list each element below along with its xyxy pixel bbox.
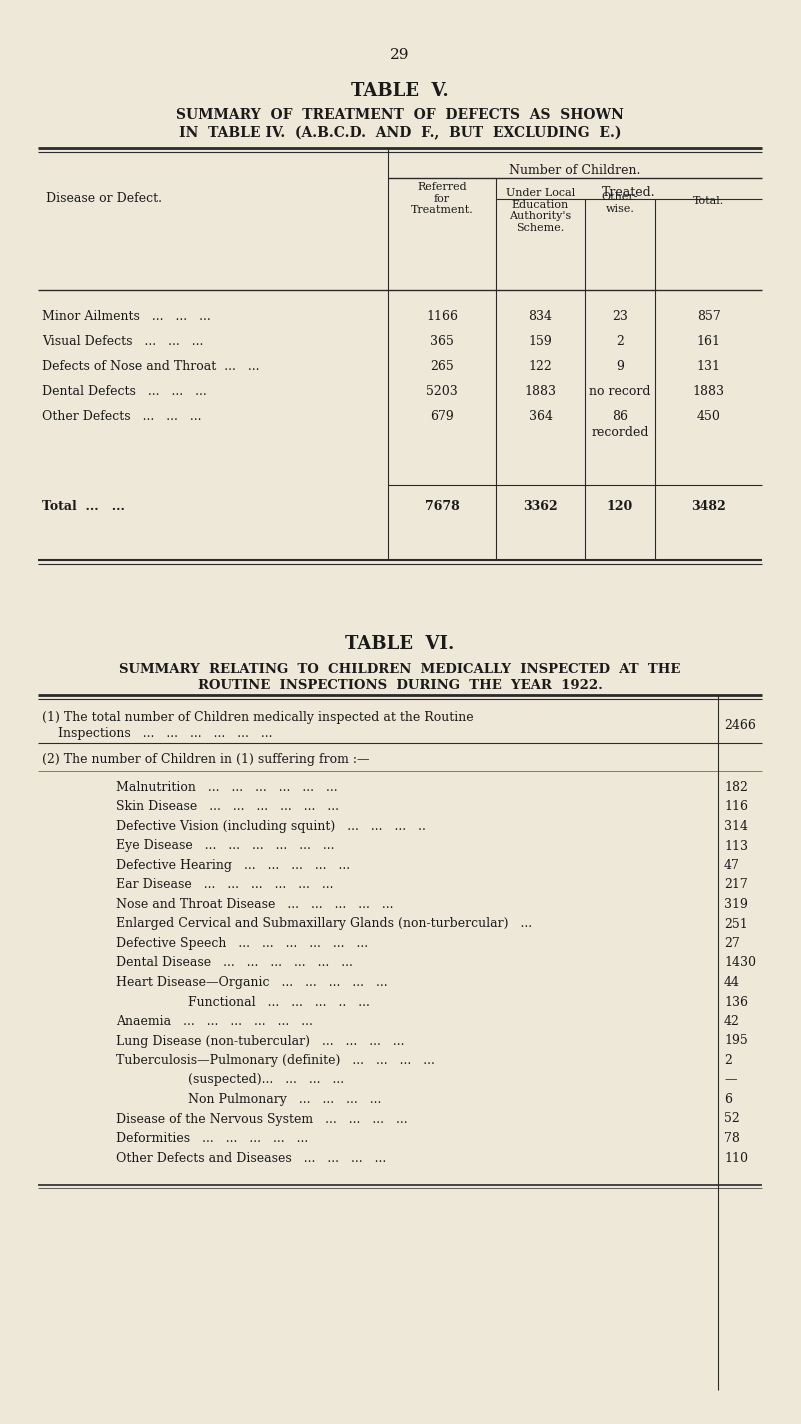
Text: 5203: 5203 (426, 384, 458, 397)
Text: 44: 44 (724, 975, 740, 990)
Text: Other Defects   ...   ...   ...: Other Defects ... ... ... (42, 410, 202, 423)
Text: Disease or Defect.: Disease or Defect. (46, 192, 162, 205)
Text: 2: 2 (616, 335, 624, 347)
Text: Nose and Throat Disease   ...   ...   ...   ...   ...: Nose and Throat Disease ... ... ... ... … (116, 899, 393, 911)
Text: 1883: 1883 (693, 384, 724, 397)
Text: 314: 314 (724, 820, 748, 833)
Text: 2: 2 (724, 1054, 732, 1067)
Text: Ear Disease   ...   ...   ...   ...   ...   ...: Ear Disease ... ... ... ... ... ... (116, 879, 333, 891)
Text: Total  ...   ...: Total ... ... (42, 500, 125, 513)
Text: 2466: 2466 (724, 719, 756, 732)
Text: 29: 29 (390, 48, 410, 63)
Text: 113: 113 (724, 840, 748, 853)
Text: 122: 122 (529, 360, 553, 373)
Text: 364: 364 (529, 410, 553, 423)
Text: Functional   ...   ...   ...   ..   ...: Functional ... ... ... .. ... (188, 995, 370, 1008)
Text: 1430: 1430 (724, 957, 756, 970)
Text: Skin Disease   ...   ...   ...   ...   ...   ...: Skin Disease ... ... ... ... ... ... (116, 800, 339, 813)
Text: 136: 136 (724, 995, 748, 1008)
Text: 319: 319 (724, 899, 748, 911)
Text: 27: 27 (724, 937, 740, 950)
Text: 3362: 3362 (523, 500, 557, 513)
Text: 47: 47 (724, 859, 740, 871)
Text: 251: 251 (724, 917, 748, 930)
Text: 110: 110 (724, 1152, 748, 1165)
Text: Treated.: Treated. (602, 187, 656, 199)
Text: 217: 217 (724, 879, 748, 891)
Text: Deformities   ...   ...   ...   ...   ...: Deformities ... ... ... ... ... (116, 1132, 308, 1145)
Text: 9: 9 (616, 360, 624, 373)
Text: 23: 23 (612, 310, 628, 323)
Text: Dental Defects   ...   ...   ...: Dental Defects ... ... ... (42, 384, 207, 397)
Text: 42: 42 (724, 1015, 740, 1028)
Text: Other-
wise.: Other- wise. (602, 192, 638, 214)
Text: 857: 857 (697, 310, 720, 323)
Text: 86: 86 (612, 410, 628, 423)
Text: Number of Children.: Number of Children. (509, 164, 641, 177)
Text: 182: 182 (724, 780, 748, 795)
Text: 1166: 1166 (426, 310, 458, 323)
Text: 6: 6 (724, 1094, 732, 1106)
Text: Eye Disease   ...   ...   ...   ...   ...   ...: Eye Disease ... ... ... ... ... ... (116, 840, 335, 853)
Text: Dental Disease   ...   ...   ...   ...   ...   ...: Dental Disease ... ... ... ... ... ... (116, 957, 353, 970)
Text: 265: 265 (430, 360, 454, 373)
Text: 3482: 3482 (691, 500, 726, 513)
Text: 7678: 7678 (425, 500, 460, 513)
Text: Anaemia   ...   ...   ...   ...   ...   ...: Anaemia ... ... ... ... ... ... (116, 1015, 313, 1028)
Text: —: — (724, 1074, 736, 1087)
Text: Visual Defects   ...   ...   ...: Visual Defects ... ... ... (42, 335, 203, 347)
Text: Defective Vision (including squint)   ...   ...   ...   ..: Defective Vision (including squint) ... … (116, 820, 426, 833)
Text: 120: 120 (607, 500, 633, 513)
Text: (1) The total number of Children medically inspected at the Routine: (1) The total number of Children medical… (42, 711, 473, 723)
Text: Tuberculosis—Pulmonary (definite)   ...   ...   ...   ...: Tuberculosis—Pulmonary (definite) ... ..… (116, 1054, 435, 1067)
Text: SUMMARY  RELATING  TO  CHILDREN  MEDICALLY  INSPECTED  AT  THE: SUMMARY RELATING TO CHILDREN MEDICALLY I… (119, 664, 681, 676)
Text: Heart Disease—Organic   ...   ...   ...   ...   ...: Heart Disease—Organic ... ... ... ... ..… (116, 975, 388, 990)
Text: Minor Ailments   ...   ...   ...: Minor Ailments ... ... ... (42, 310, 211, 323)
Text: TABLE  VI.: TABLE VI. (345, 635, 455, 654)
Text: Total.: Total. (693, 197, 724, 206)
Text: Disease of the Nervous System   ...   ...   ...   ...: Disease of the Nervous System ... ... ..… (116, 1112, 408, 1125)
Text: Malnutrition   ...   ...   ...   ...   ...   ...: Malnutrition ... ... ... ... ... ... (116, 780, 338, 795)
Text: Defects of Nose and Throat  ...   ...: Defects of Nose and Throat ... ... (42, 360, 260, 373)
Text: 161: 161 (697, 335, 721, 347)
Text: Enlarged Cervical and Submaxillary Glands (non-turbercular)   ...: Enlarged Cervical and Submaxillary Gland… (116, 917, 532, 930)
Text: 52: 52 (724, 1112, 740, 1125)
Text: 1883: 1883 (525, 384, 557, 397)
Text: (2) The number of Children in (1) suffering from :—: (2) The number of Children in (1) suffer… (42, 753, 369, 766)
Text: no record: no record (590, 384, 650, 397)
Text: IN  TABLE IV.  (A.B.C.D.  AND  F.,  BUT  EXCLUDING  E.): IN TABLE IV. (A.B.C.D. AND F., BUT EXCLU… (179, 125, 622, 140)
Text: Other Defects and Diseases   ...   ...   ...   ...: Other Defects and Diseases ... ... ... .… (116, 1152, 386, 1165)
Text: Lung Disease (non-tubercular)   ...   ...   ...   ...: Lung Disease (non-tubercular) ... ... ..… (116, 1034, 405, 1048)
Text: Under Local
Education
Authority's
Scheme.: Under Local Education Authority's Scheme… (506, 188, 575, 232)
Text: 679: 679 (430, 410, 454, 423)
Text: Defective Hearing   ...   ...   ...   ...   ...: Defective Hearing ... ... ... ... ... (116, 859, 350, 871)
Text: Non Pulmonary   ...   ...   ...   ...: Non Pulmonary ... ... ... ... (188, 1094, 381, 1106)
Text: 131: 131 (697, 360, 721, 373)
Text: 116: 116 (724, 800, 748, 813)
Text: Inspections   ...   ...   ...   ...   ...   ...: Inspections ... ... ... ... ... ... (42, 728, 272, 740)
Text: 78: 78 (724, 1132, 740, 1145)
Text: recorded: recorded (591, 426, 649, 439)
Text: 195: 195 (724, 1034, 748, 1048)
Text: 159: 159 (529, 335, 553, 347)
Text: (suspected)...   ...   ...   ...: (suspected)... ... ... ... (188, 1074, 344, 1087)
Text: SUMMARY  OF  TREATMENT  OF  DEFECTS  AS  SHOWN: SUMMARY OF TREATMENT OF DEFECTS AS SHOWN (176, 108, 624, 122)
Text: 365: 365 (430, 335, 454, 347)
Text: Referred
for
Treatment.: Referred for Treatment. (411, 182, 473, 215)
Text: 834: 834 (529, 310, 553, 323)
Text: ROUTINE  INSPECTIONS  DURING  THE  YEAR  1922.: ROUTINE INSPECTIONS DURING THE YEAR 1922… (198, 679, 602, 692)
Text: 450: 450 (697, 410, 720, 423)
Text: Defective Speech   ...   ...   ...   ...   ...   ...: Defective Speech ... ... ... ... ... ... (116, 937, 368, 950)
Text: TABLE  V.: TABLE V. (351, 83, 449, 100)
